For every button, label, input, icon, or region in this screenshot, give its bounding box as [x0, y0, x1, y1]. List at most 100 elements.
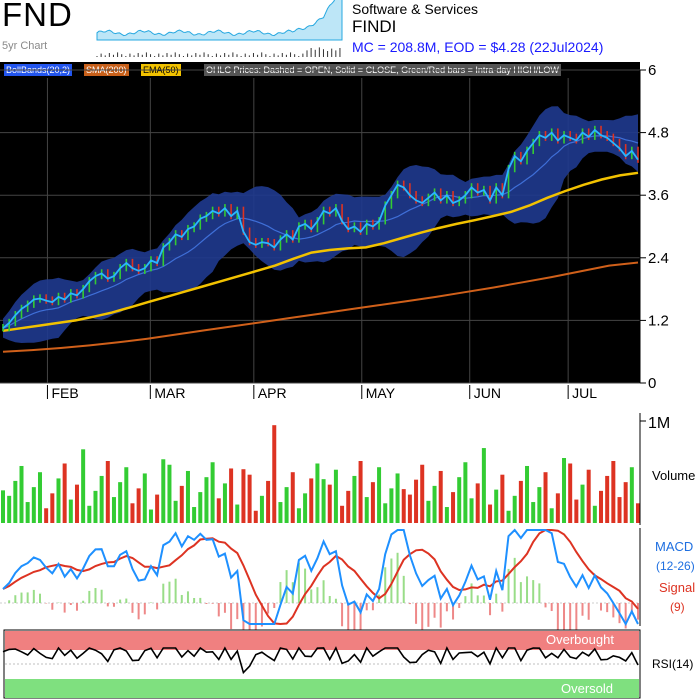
- volume-bar: [592, 505, 597, 523]
- volume-bar: [346, 490, 351, 523]
- price-tick-label: 3.6: [648, 187, 669, 204]
- volume-bar: [185, 470, 190, 523]
- rsi-line: [2, 646, 639, 675]
- volume-bar: [605, 475, 610, 523]
- volume-bar: [284, 487, 289, 523]
- sparkline-area: [96, 0, 343, 41]
- volume-bar: [377, 467, 382, 523]
- volume-bar: [475, 483, 480, 523]
- volume-bar: [469, 498, 474, 523]
- overbought-label: Overbought: [546, 632, 614, 647]
- price-tick-label: 4.8: [648, 125, 669, 142]
- macd-label: MACD: [655, 539, 693, 554]
- volume-bar: [19, 465, 24, 523]
- volume-bar: [389, 488, 394, 523]
- volume-bar: [555, 493, 560, 523]
- sma-line: [2, 261, 639, 353]
- price-tick-label: 6: [648, 62, 656, 79]
- five-year-sparkline[interactable]: [95, 0, 345, 58]
- volume-bar: [568, 463, 573, 523]
- volume-bar: [222, 483, 227, 523]
- volume-bar: [401, 489, 406, 523]
- volume-bar: [543, 472, 548, 523]
- volume-bar: [272, 425, 277, 523]
- volume-bar: [586, 469, 591, 523]
- volume-bar: [259, 495, 264, 523]
- volume-label: Volume: [652, 468, 695, 483]
- signal-label: Signal: [659, 580, 695, 595]
- macd-params: (12-26): [656, 559, 695, 573]
- volume-bar: [358, 461, 363, 523]
- volume-bar: [500, 474, 505, 523]
- close-line: [2, 128, 639, 329]
- volume-bar: [562, 458, 567, 523]
- volume-bar: [531, 502, 536, 523]
- volume-bar: [290, 472, 295, 523]
- volume-bar: [56, 478, 61, 523]
- macd-panel: [0, 528, 640, 626]
- volume-bar: [352, 475, 357, 523]
- volume-bar: [204, 477, 209, 523]
- volume-bar: [414, 479, 419, 523]
- volume-bar: [296, 508, 301, 523]
- volume-tick-1m: 1M: [648, 415, 670, 432]
- volume-bar: [31, 487, 36, 523]
- volume-bar: [87, 505, 92, 523]
- macd-line: [2, 528, 639, 627]
- volume-bar: [407, 494, 412, 523]
- volume-bar: [444, 507, 449, 523]
- company-name: FINDI: [352, 17, 397, 36]
- volume-bar: [451, 492, 456, 523]
- volume-bar: [50, 493, 55, 523]
- volume-bar: [7, 495, 12, 523]
- five-year-chart-label[interactable]: 5yr Chart: [2, 40, 48, 52]
- volume-bar: [512, 495, 517, 523]
- volume-bar: [623, 482, 628, 523]
- volume-bar: [253, 510, 258, 523]
- market-cap-eod: MC = 208.8M, EOD = $4.28 (22Jul2024): [352, 39, 604, 55]
- volume-bar: [494, 489, 499, 523]
- volume-bar: [303, 493, 308, 523]
- volume-bar: [155, 494, 160, 523]
- volume-bar: [488, 504, 493, 523]
- bollinger-band: [3, 106, 638, 343]
- volume-bar: [321, 479, 326, 523]
- volume-bar: [105, 461, 110, 523]
- month-label: JUL: [572, 385, 597, 401]
- volume-bar: [383, 503, 388, 523]
- volume-bar: [611, 461, 616, 523]
- price-tick-label: 1.2: [648, 312, 669, 329]
- bollinger-mid-line: [2, 135, 639, 329]
- volume-bar: [229, 468, 234, 523]
- volume-bar: [198, 492, 203, 523]
- volume-bar: [364, 497, 369, 523]
- month-label: FEB: [51, 385, 78, 401]
- volume-bar: [525, 465, 530, 523]
- sector-label: Software & Services: [352, 1, 479, 17]
- volume-bar: [235, 504, 240, 523]
- volume-bar: [161, 459, 166, 523]
- volume-bar: [617, 497, 622, 523]
- signal-params: (9): [670, 600, 685, 614]
- volume-bar: [629, 467, 634, 523]
- price-tick-label: 0: [648, 375, 656, 392]
- volume-bar: [370, 482, 375, 523]
- month-label: APR: [258, 385, 287, 401]
- volume-bar: [1, 490, 5, 523]
- volume-bar: [37, 472, 42, 523]
- volume-bar: [130, 503, 135, 523]
- volume-bar: [241, 469, 246, 523]
- oversold-zone: [5, 679, 639, 698]
- volume-bar: [167, 464, 172, 523]
- signal-line: [2, 529, 639, 626]
- volume-bar: [124, 467, 129, 523]
- volume-bar: [438, 470, 443, 523]
- volume-bar: [62, 463, 67, 523]
- volume-bar: [247, 474, 252, 523]
- volume-bar: [327, 484, 332, 523]
- rsi-label: RSI(14): [652, 657, 693, 671]
- volume-bar: [315, 463, 320, 523]
- volume-bar: [25, 502, 30, 523]
- volume-bar: [333, 469, 338, 523]
